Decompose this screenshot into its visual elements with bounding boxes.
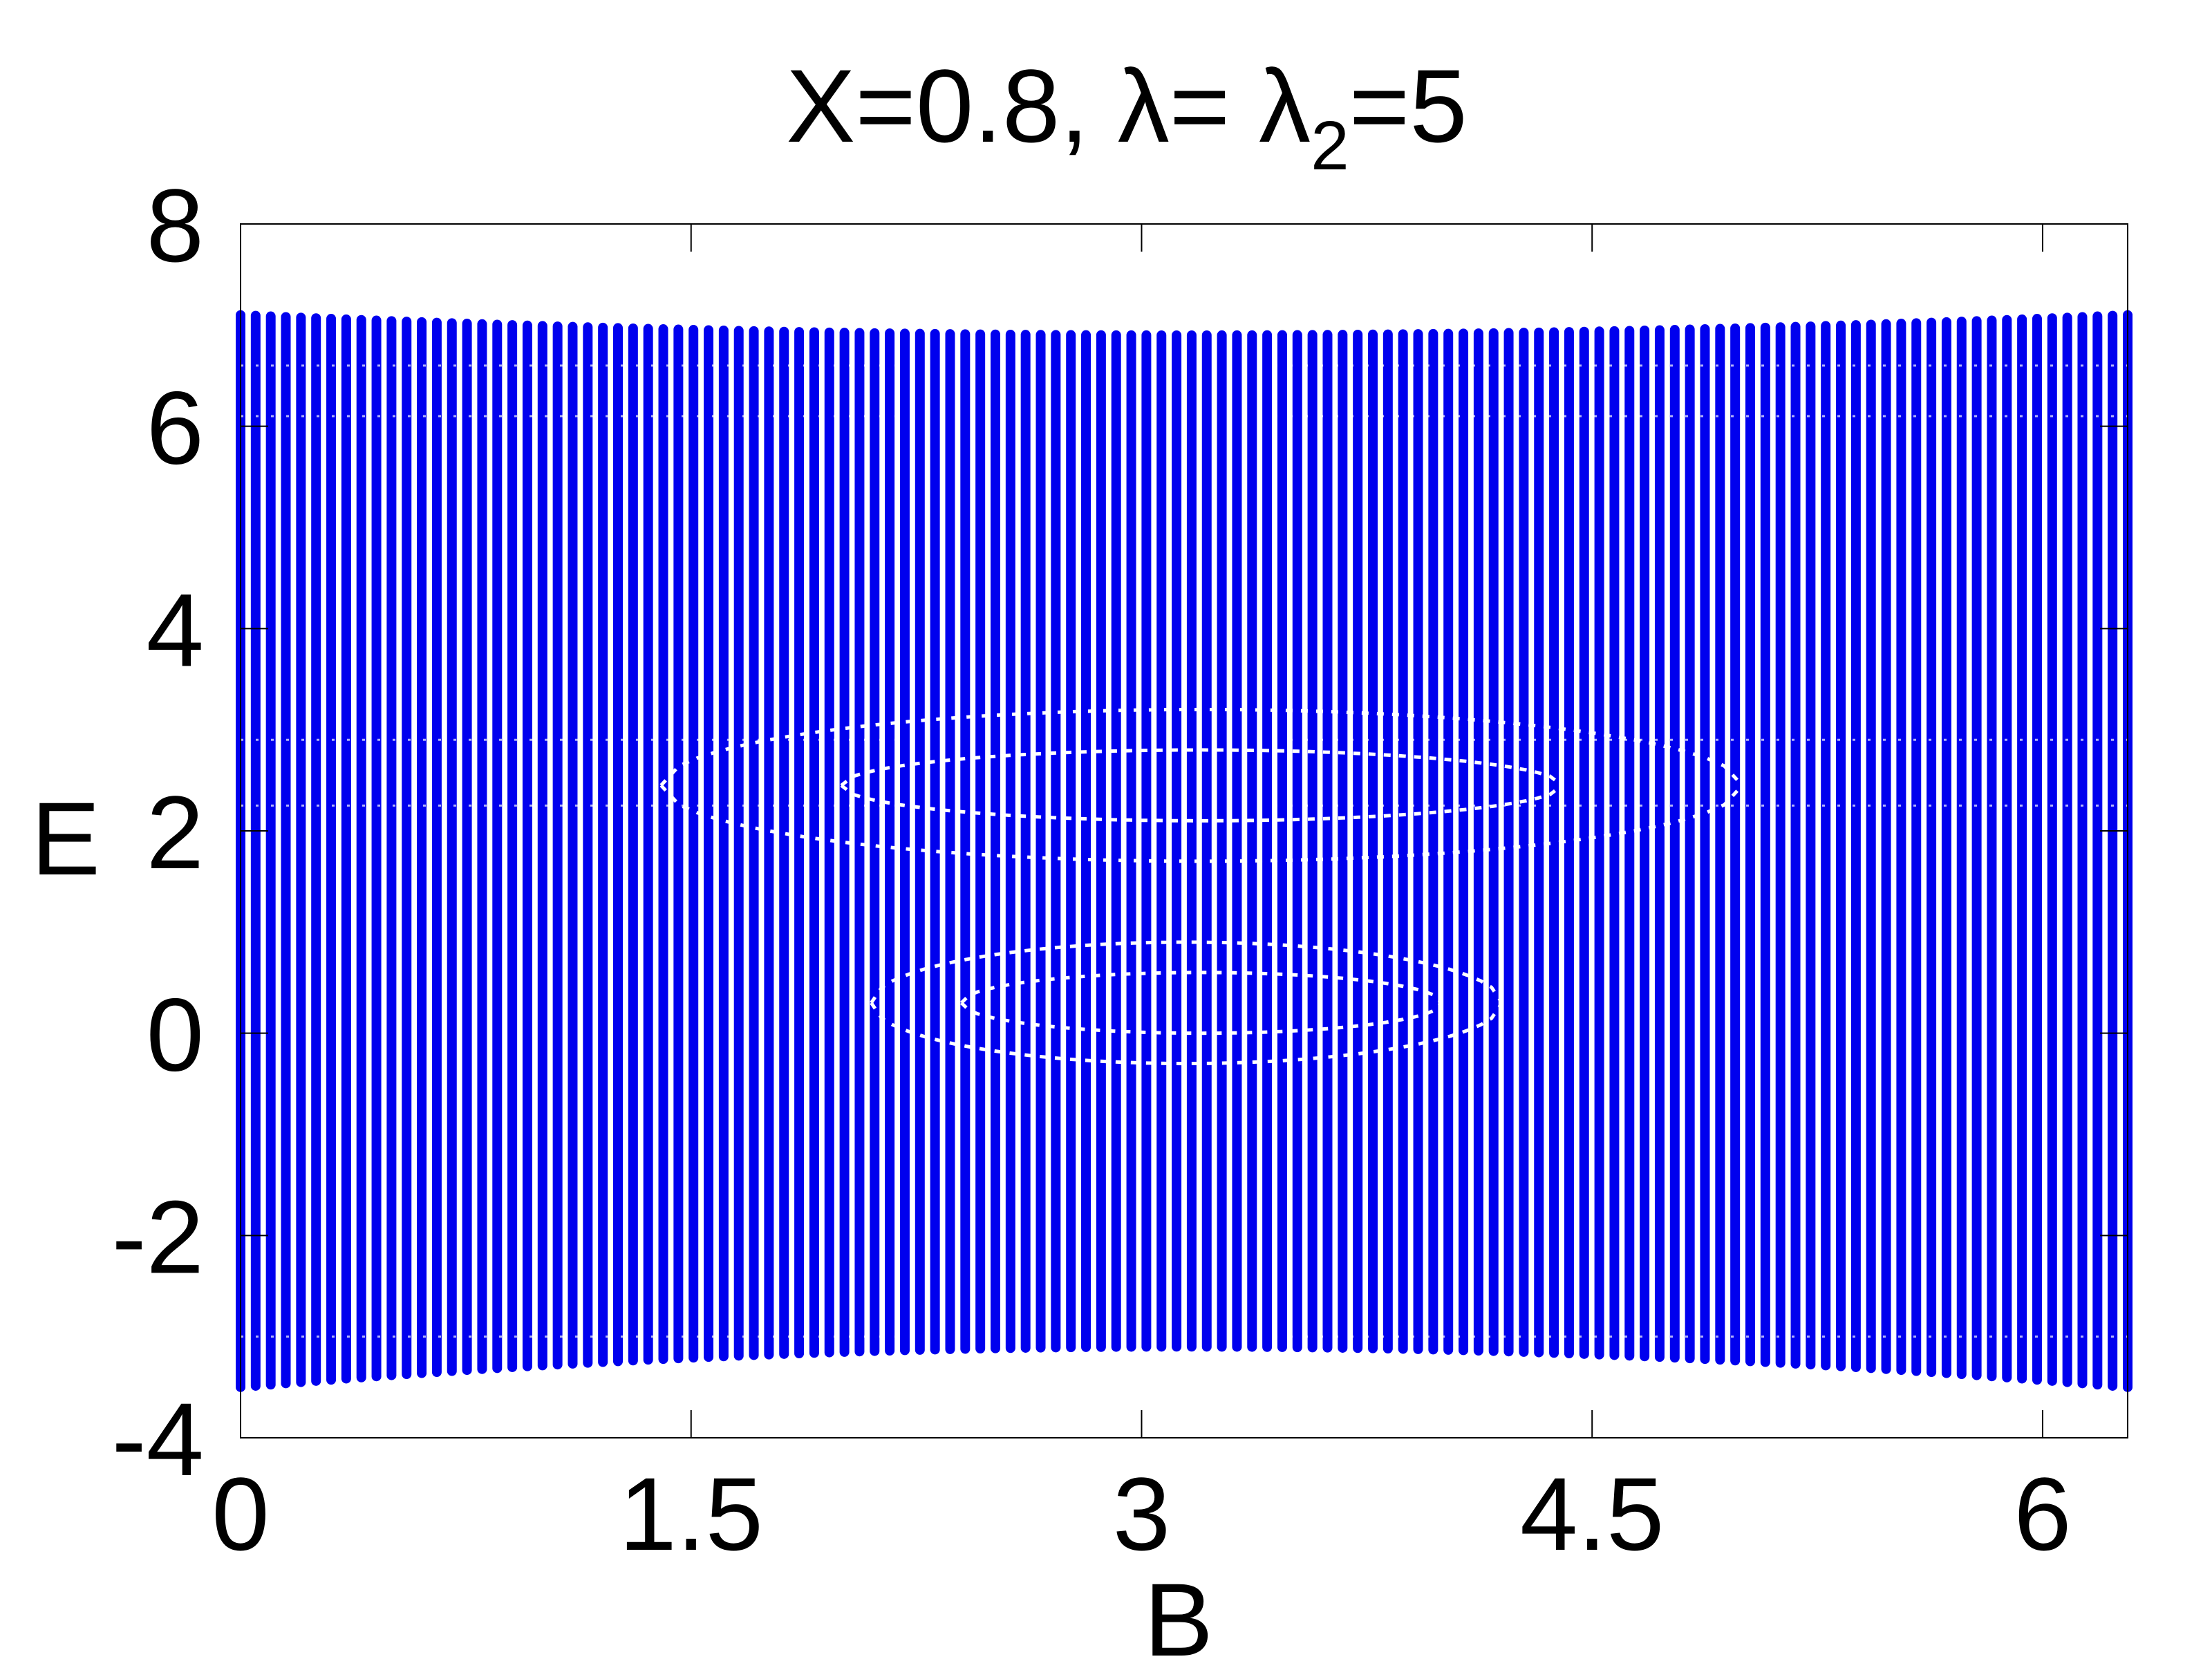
y-tick-label: -2	[112, 1179, 204, 1295]
band-gap-curve	[659, 707, 1744, 787]
x-tick-label: 3	[1113, 1456, 1170, 1572]
y-tick-label: 8	[147, 167, 204, 283]
chart-title: X=0.8, λ= λ2=5	[786, 48, 1467, 185]
y-tick-label: 6	[147, 370, 204, 486]
x-tick-labels: 0 1.5 3 4.5 6	[212, 1456, 2071, 1572]
y-tick-label: -4	[112, 1381, 204, 1497]
chart-title-suffix: =5	[1349, 48, 1468, 164]
band-gap-curve	[840, 784, 1564, 823]
band-gap-curve	[960, 971, 1443, 1004]
y-tick-label: 2	[147, 774, 204, 890]
y-tick-label: 4	[147, 572, 204, 688]
x-tick-label: 6	[2014, 1456, 2071, 1572]
y-tick-label: 0	[147, 977, 204, 1093]
tick-marks	[240, 223, 2128, 1438]
y-tick-labels: -4 -2 0 2 4 6 8	[112, 167, 204, 1497]
x-tick-label: 0	[212, 1456, 269, 1572]
x-tick-label: 1.5	[619, 1456, 763, 1572]
band-gap-curve	[840, 748, 1564, 787]
band-gap-curve	[960, 1002, 1443, 1035]
plot-area	[236, 310, 2133, 1392]
x-tick-label: 4.5	[1520, 1456, 1665, 1572]
band-gap-curve	[659, 784, 1744, 863]
chart-title-main: X=0.8, λ= λ	[786, 48, 1311, 164]
x-axis-label: B	[1144, 1562, 1213, 1659]
y-axis-label: E	[31, 780, 100, 897]
chart-title-subscript: 2	[1311, 107, 1349, 185]
